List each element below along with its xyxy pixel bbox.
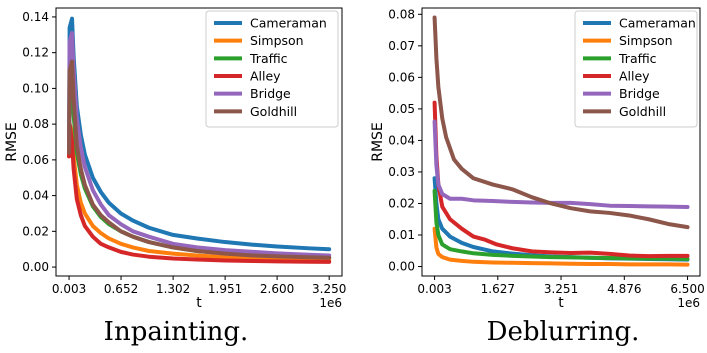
legend-label: Simpson — [619, 33, 673, 48]
y-tick-label: 0.08 — [388, 7, 415, 21]
chart-caption: Deblurring. — [487, 317, 640, 347]
y-axis-label: RMSE — [370, 122, 386, 162]
x-tick-label: 1.302 — [156, 282, 190, 296]
legend-label: Cameraman — [250, 16, 327, 31]
series-line-traffic — [432, 188, 690, 261]
series-line-alley — [432, 100, 690, 259]
y-tick-label: 0.02 — [388, 196, 415, 210]
y-tick-label: 0.02 — [22, 224, 49, 238]
x-offset-label: 1e6 — [677, 296, 700, 310]
chart-1: 0.003 0.652 1.302 1.951 2.600 3.250 0.00 0.02 0.… — [4, 7, 346, 347]
series-line-simpson — [432, 226, 690, 267]
legend-label: Traffic — [618, 51, 657, 66]
legend: Cameraman Simpson Traffic Alley Bridge Goldhi… — [205, 10, 339, 128]
series-line-goldhill — [432, 15, 690, 230]
legend-label: Alley — [250, 69, 281, 84]
x-tick-label: 2.600 — [260, 282, 294, 296]
chart-caption: Inpainting. — [104, 317, 249, 347]
y-tick-label: 0.05 — [388, 102, 415, 116]
x-tick-label: 4.876 — [607, 282, 641, 296]
y-tick-label: 0.06 — [388, 70, 415, 84]
x-tick-label: 1.627 — [481, 282, 515, 296]
series-line-bridge — [432, 119, 690, 209]
x-axis-label: t — [196, 295, 202, 311]
y-tick-label: 0.06 — [22, 153, 49, 167]
legend-label: Cameraman — [619, 16, 696, 31]
legend: Cameraman Simpson Traffic Alley Bridge Goldhi… — [574, 10, 698, 128]
legend-label: Simpson — [250, 33, 304, 48]
axes-frame — [55, 7, 343, 277]
legend-label: Alley — [619, 69, 650, 84]
chart-2: 0.003 1.627 3.251 4.876 6.500 0.00 0.01 0.02 0.0… — [370, 7, 705, 347]
y-tick-label: 0.03 — [388, 165, 415, 179]
y-tick-label: 0.00 — [22, 260, 49, 274]
y-tick-label: 0.07 — [388, 39, 415, 53]
x-tick-label: 1.951 — [208, 282, 242, 296]
y-tick-label: 0.12 — [22, 46, 49, 60]
legend-label: Traffic — [249, 51, 288, 66]
y-tick-label: 0.08 — [22, 117, 49, 131]
x-tick-label: 0.652 — [104, 282, 138, 296]
legend-label: Goldhill — [250, 104, 297, 119]
y-tick-label: 0.14 — [22, 10, 49, 24]
legend-label: Bridge — [619, 86, 660, 101]
y-tick-label: 0.04 — [388, 133, 415, 147]
y-tick-label: 0.10 — [22, 81, 49, 95]
x-axis-label: t — [558, 295, 564, 311]
y-tick-label: 0.00 — [388, 260, 415, 274]
y-tick-label: 0.01 — [388, 228, 415, 242]
x-tick-label: 0.003 — [52, 282, 86, 296]
y-axis-label: RMSE — [4, 122, 20, 162]
y-tick-label: 0.04 — [22, 189, 49, 203]
x-tick-label: 0.003 — [417, 282, 451, 296]
x-tick-label: 3.250 — [312, 282, 346, 296]
legend-label: Goldhill — [619, 104, 666, 119]
legend-label: Bridge — [250, 86, 291, 101]
x-tick-label: 6.500 — [670, 282, 704, 296]
x-offset-label: 1e6 — [319, 296, 342, 310]
series-line-alley — [67, 122, 332, 264]
x-tick-label: 3.251 — [544, 282, 578, 296]
series-line-goldhill — [67, 59, 332, 260]
